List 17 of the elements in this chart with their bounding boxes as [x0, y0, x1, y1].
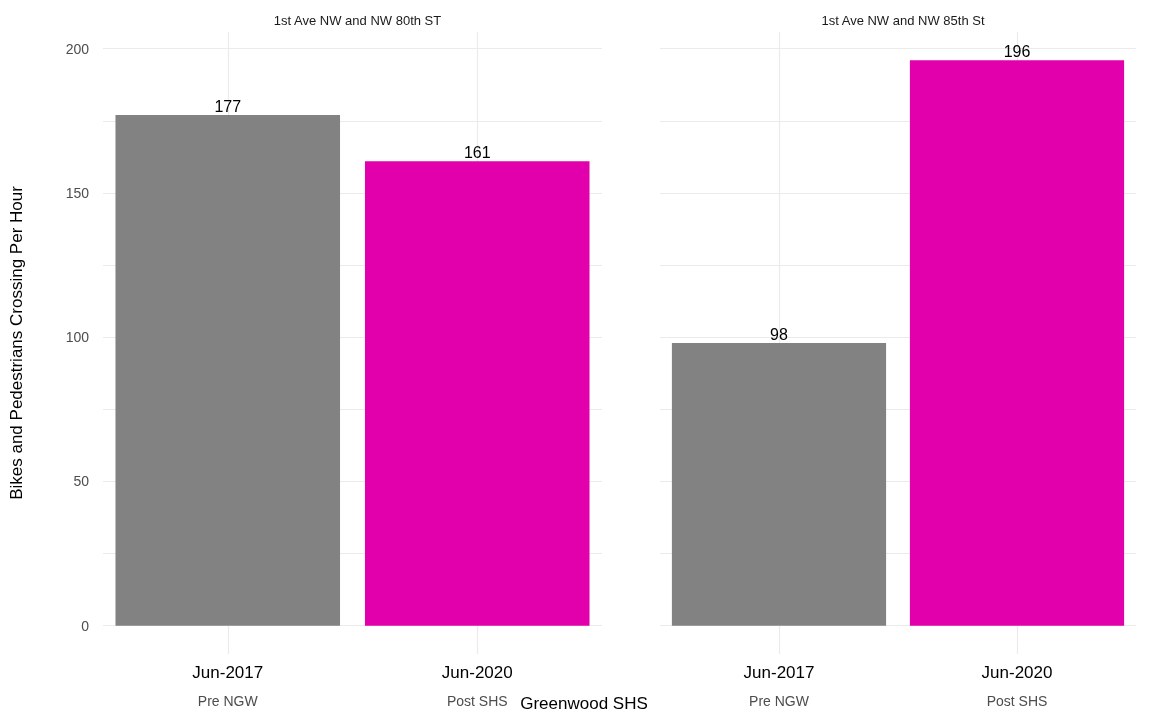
y-tick-label: 0	[81, 617, 90, 634]
data-label: 161	[463, 143, 491, 161]
chart-title: 1st Ave NW and NW 85th St	[821, 13, 985, 28]
y-tick-label: 50	[73, 473, 90, 490]
y-axis-title: Bikes and Pedestrians Crossing Per Hour	[7, 185, 26, 500]
data-label: 196	[1003, 42, 1031, 60]
y-tick-label: 100	[65, 329, 90, 346]
data-label: 177	[214, 97, 242, 115]
x-tick-label: Jun-2020 Post SHS	[441, 662, 513, 709]
data-label: 98	[770, 325, 788, 343]
x-tick-label: Jun-2017 Pre NGW	[743, 662, 815, 709]
x-axis-title: Greenwood SHS	[520, 694, 648, 713]
chart-title: 1st Ave NW and NW 80th ST	[273, 13, 442, 28]
x-tick-label: Jun-2020 Post SHS	[981, 662, 1053, 709]
x-tick-label: Jun-2017 Pre NGW	[192, 662, 264, 709]
y-tick-label: 150	[65, 184, 90, 201]
y-tick-label: 200	[65, 40, 90, 57]
